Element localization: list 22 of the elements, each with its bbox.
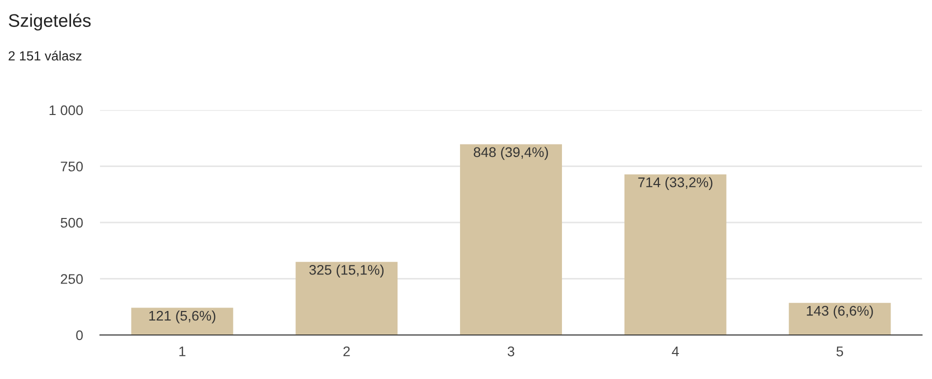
x-tick-label: 1 [179, 346, 186, 356]
x-tick-label: 3 [508, 346, 514, 356]
data-label: 848 (39,4%) [474, 146, 548, 160]
x-tick-label: 5 [836, 346, 844, 356]
bar [624, 174, 726, 335]
bar [788, 302, 891, 335]
chart-title: Szigetelés [8, 13, 91, 31]
y-tick-label: 1 000 [50, 105, 83, 116]
data-label: 325 (15,1%) [309, 264, 384, 278]
x-tick-label: 4 [672, 346, 679, 356]
x-tick-label: 2 [343, 346, 350, 356]
bar [460, 144, 562, 335]
y-tick-label: 500 [60, 218, 83, 228]
y-tick-label: 250 [60, 274, 83, 284]
bar [296, 262, 398, 335]
y-tick-label: 0 [76, 330, 83, 340]
data-label: 714 (33,2%) [638, 177, 712, 190]
y-tick-label: 750 [60, 162, 83, 172]
chart-subtitle: 2 151 válasz [8, 50, 82, 61]
data-label: 143 (6,6%) [806, 306, 873, 318]
data-label: 121 (5,6%) [149, 310, 216, 324]
bar [131, 308, 234, 335]
